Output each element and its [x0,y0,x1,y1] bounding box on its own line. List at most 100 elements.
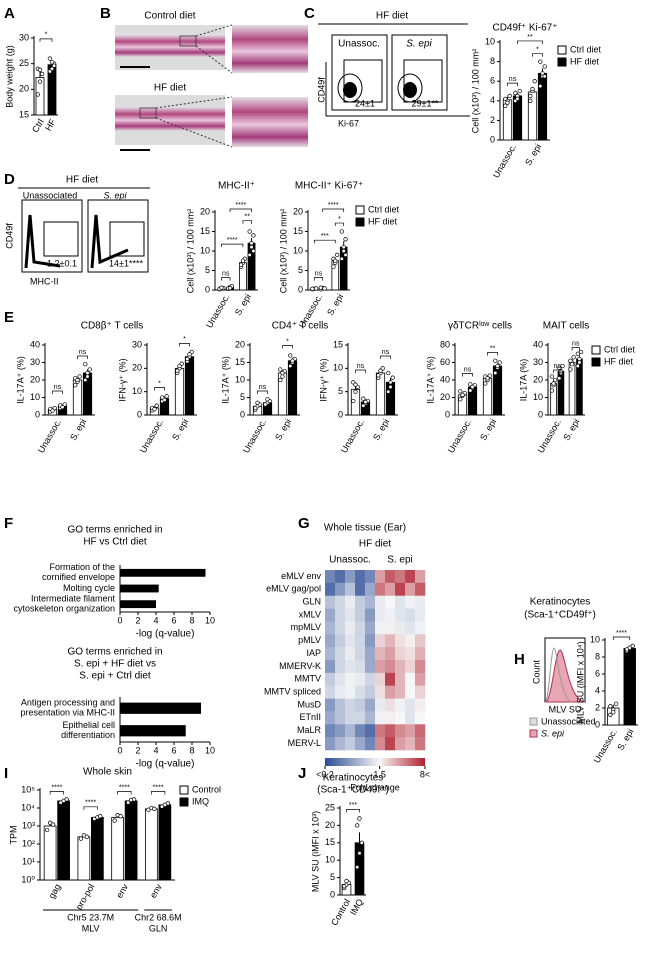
significance-label: **** [85,800,96,807]
flow-axis: CD49f [4,223,14,249]
heatmap-cell [355,698,366,712]
heatmap-cell [405,621,416,635]
y-tick-label: 40 [533,339,543,349]
heatmap-cell [395,698,406,712]
gate-value: 24±1 [355,98,375,108]
data-point [35,92,41,97]
row-label: ETnII [299,712,321,722]
y-tick-label: 5 [205,265,210,275]
data-point [84,834,89,839]
y-tick-label: 4 [490,95,495,105]
y-tick-label: 2 [595,702,600,712]
significance-bracket [313,277,324,281]
contour [403,82,417,98]
y-tick-label: 15 [293,226,303,236]
y-tick-label: 30 [30,357,40,367]
significance-label: ns [357,363,365,370]
flow-title: HF diet [66,175,98,186]
heatmap-cell [345,647,356,661]
data-point [495,363,500,369]
group-label: Chr2 68.6M [135,912,182,922]
legend-swatch [557,45,567,55]
y-tick-label: 10⁵ [21,784,35,794]
data-point [571,355,576,360]
heatmap-cell [385,595,396,609]
data-point [378,368,383,373]
heatmap-cell [355,724,366,738]
y-tick-label: 15 [325,837,335,847]
heatmap-cell [335,711,346,725]
heatmap-cell [385,737,396,751]
x-tick-label: HF [43,117,58,133]
significance-label: ** [245,214,251,221]
heatmap-cell [345,570,356,584]
data-point [85,370,90,376]
y-tick-label: 20 [533,374,543,384]
data-point [126,800,131,805]
bar [57,800,70,881]
data-point [515,96,520,101]
y-axis-label: MLV SU (iMFI x 10³) [310,811,320,892]
heatmap-cell [365,685,376,699]
category-label: differentiation [61,730,115,740]
row-label: eMLV gag/pol [266,584,321,594]
legend-swatch [529,717,538,726]
legend-label: IMQ [192,796,209,806]
data-point [83,377,88,383]
y-tick-label: 20 [132,363,142,373]
y-tick-label: 0 [205,284,210,294]
hist-title: Keratinocytes [530,597,591,608]
data-point [627,645,632,650]
data-point [458,389,463,394]
x-tick-label: 8 [189,745,194,755]
y-tick-label: 10 [293,245,303,255]
heatmap-cell [335,634,346,648]
heatmap-cell [365,672,376,687]
data-point [288,363,293,369]
data-point [357,816,362,821]
heatmap-cell [405,660,416,674]
data-point [528,93,533,99]
data-point [470,384,475,390]
data-point [575,363,580,369]
heatmap-cell [415,724,426,738]
legend-swatch [557,57,567,67]
data-point [255,400,260,405]
heatmap-cell [355,582,366,597]
heatmap-cell [375,724,386,738]
hist-curve [544,649,586,703]
category-label: cornified envelope [42,572,115,582]
heatmap-cell [415,737,426,751]
data-point [247,229,252,234]
data-point [608,704,613,709]
y-axis-label: IL-17A⁺ (%) [425,356,435,404]
data-point [542,64,547,69]
data-point [530,86,535,92]
y-tick-label: 30 [533,357,543,367]
panel-letter: C [304,5,315,22]
data-point [227,285,233,291]
heatmap-cell [325,711,336,725]
y-tick-label: 15 [333,339,343,349]
y-axis-label: IFN-γ⁺ (%) [318,358,328,401]
heatmap-cell [385,582,396,597]
heatmap-cell [345,685,356,699]
data-point [575,351,580,356]
data-point [487,373,492,378]
legend-label: Control [192,784,221,794]
heatmap-cell [405,595,416,609]
significance-bracket [334,222,345,227]
significance-bracket [553,369,562,373]
data-point [165,801,170,806]
data-point [47,56,53,61]
data-point [532,79,537,84]
significance-label: ns [79,349,87,356]
bar [537,72,548,141]
x-tick-label: Unassoc. [241,417,268,455]
heatmap-cell [405,608,416,622]
heatmap-cell [415,621,426,635]
heatmap-cell [405,698,416,712]
y-tick-label: 2 [490,115,495,125]
heatmap-cell [375,737,386,751]
data-point [238,262,244,267]
